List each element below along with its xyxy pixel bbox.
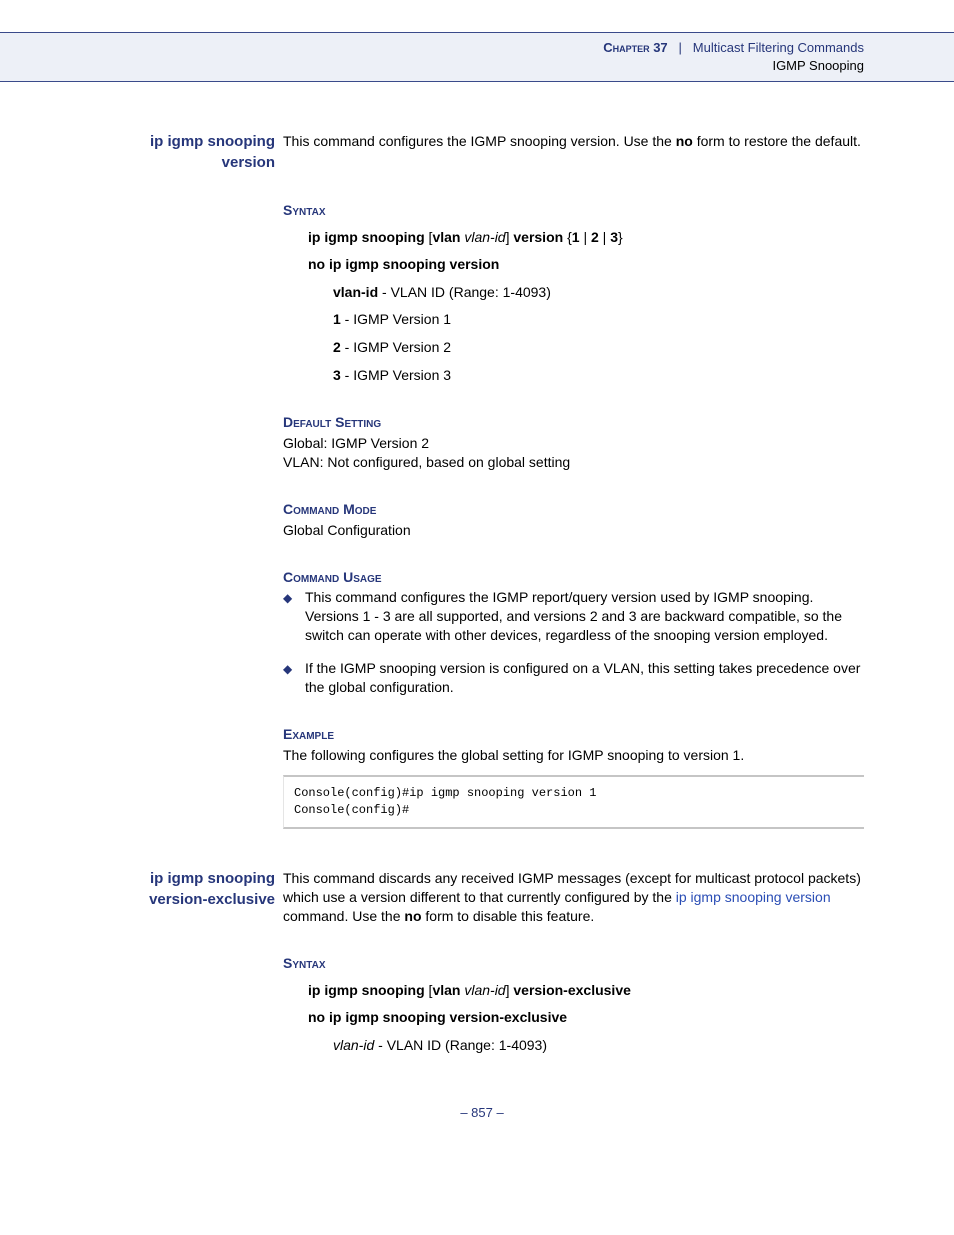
usage-item-1: ◆ This command configures the IGMP repor… (283, 588, 864, 645)
chapter-title: Multicast Filtering Commands (693, 40, 864, 55)
usage-item-2: ◆ If the IGMP snooping version is config… (283, 659, 864, 697)
param-v2: 2 - IGMP Version 2 (333, 338, 864, 357)
syntax-line-1: ip igmp snooping [vlan vlan-id] version-… (308, 981, 864, 1000)
command-intro: This command configures the IGMP snoopin… (283, 132, 864, 151)
command-version-details: Syntax ip igmp snooping [vlan vlan-id] v… (283, 201, 864, 830)
param-v1: 1 - IGMP Version 1 (333, 310, 864, 329)
syntax-line-1: ip igmp snooping [vlan vlan-id] version … (308, 228, 864, 247)
usage-heading: Command Usage (283, 568, 864, 587)
header-separator: | (671, 40, 689, 55)
command-version-exclusive-details: Syntax ip igmp snooping [vlan vlan-id] v… (283, 954, 864, 1055)
chapter-label: Chapter 37 (603, 40, 667, 55)
param-vlan-id: vlan-id - VLAN ID (Range: 1-4093) (333, 283, 864, 302)
syntax-line-2: no ip igmp snooping version-exclusive (308, 1008, 864, 1027)
example-text: The following configures the global sett… (283, 746, 864, 765)
syntax-line-2: no ip igmp snooping version (308, 255, 864, 274)
bullet-icon: ◆ (283, 588, 305, 645)
param-vlan-id: vlan-id - VLAN ID (Range: 1-4093) (333, 1036, 864, 1055)
chapter-number: Chapter 37 (603, 40, 667, 55)
syntax-heading: Syntax (283, 201, 864, 220)
page-content: ip igmp snooping version This command co… (0, 82, 954, 1159)
header-subtitle: IGMP Snooping (772, 58, 864, 73)
command-name: ip igmp snooping version (100, 132, 283, 173)
link-ip-igmp-snooping-version[interactable]: ip igmp snooping version (676, 889, 831, 905)
default-heading: Default Setting (283, 413, 864, 432)
usage-text-2: If the IGMP snooping version is configur… (305, 659, 864, 697)
example-heading: Example (283, 725, 864, 744)
page-footer: – 857 – (100, 1105, 864, 1120)
bullet-icon: ◆ (283, 659, 305, 697)
page-header: Chapter 37 | Multicast Filtering Command… (0, 32, 954, 82)
example-code: Console(config)#ip igmp snooping version… (283, 775, 864, 830)
syntax-heading: Syntax (283, 954, 864, 973)
command-version-exclusive-block: ip igmp snooping version-exclusive This … (100, 869, 864, 926)
mode-heading: Command Mode (283, 500, 864, 519)
default-line-1: Global: IGMP Version 2 (283, 434, 864, 453)
command-name: ip igmp snooping version-exclusive (100, 869, 283, 910)
command-version-block: ip igmp snooping version This command co… (100, 132, 864, 173)
default-line-2: VLAN: Not configured, based on global se… (283, 453, 864, 472)
usage-text-1: This command configures the IGMP report/… (305, 588, 864, 645)
param-v3: 3 - IGMP Version 3 (333, 366, 864, 385)
command-intro: This command discards any received IGMP … (283, 869, 864, 926)
mode-text: Global Configuration (283, 521, 864, 540)
